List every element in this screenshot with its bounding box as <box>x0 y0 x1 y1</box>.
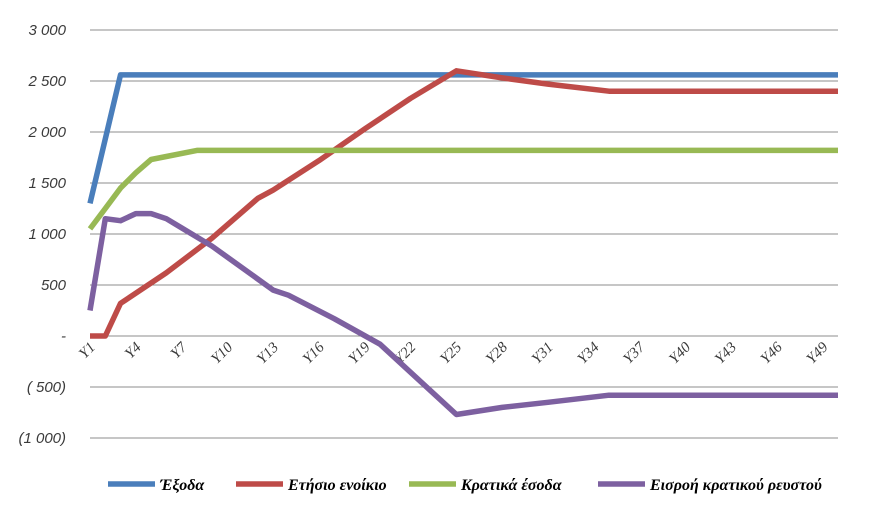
y-axis-tick-labels: 3 000 2 500 2 000 1 500 1 000 500 - ( 500) (1 00… <box>18 22 66 447</box>
legend-label-1: Ετήσιο ενοίκιο <box>287 477 387 494</box>
x-tick-label: Y43 <box>712 340 740 368</box>
x-tick-label: Y25 <box>437 339 465 367</box>
y-tick-label: - <box>61 328 66 345</box>
y-tick-label: 1 000 <box>28 226 66 243</box>
x-tick-label: Y7 <box>168 338 192 362</box>
series-line-3 <box>87 210 838 418</box>
y-tick-label: 2 000 <box>27 124 66 141</box>
x-tick-label: Y46 <box>758 339 786 367</box>
y-tick-label: 500 <box>41 277 67 294</box>
legend: Έξοδα Ετήσιο ενοίκιο Κρατικά έσοδα Εισροή κ… <box>108 477 822 494</box>
y-tick-label: (1 000) <box>18 430 66 447</box>
x-tick-label: Y37 <box>621 338 650 367</box>
y-tick-label: 2 500 <box>27 73 66 90</box>
x-tick-label: Y16 <box>300 339 328 367</box>
y-tick-label: 1 500 <box>28 175 66 192</box>
x-tick-label: Y49 <box>804 339 832 367</box>
x-tick-label: Y10 <box>208 339 236 367</box>
x-tick-label: Y31 <box>529 340 557 368</box>
x-tick-label: Y1 <box>76 340 99 363</box>
series-line-2 <box>87 147 838 231</box>
x-tick-label: Y4 <box>122 339 145 362</box>
x-tick-label: Y34 <box>575 339 603 367</box>
x-tick-label: Y28 <box>483 339 511 367</box>
x-tick-label: Y40 <box>666 339 694 367</box>
x-tick-label: Y19 <box>346 339 374 367</box>
legend-label-0: Έξοδα <box>159 477 205 494</box>
x-axis-tick-labels: Y1 Y4 Y7 Y10 Y13 Y16 Y19 Y22 Y25 Y28 Y31 Y34 Y37 Y40 Y… <box>76 338 832 367</box>
legend-label-3: Εισροή κρατικού ρευστού <box>649 477 822 494</box>
x-tick-label: Y22 <box>392 339 420 367</box>
series-line-1 <box>90 68 838 339</box>
y-tick-label: ( 500) <box>27 379 66 396</box>
series-lines <box>87 68 838 418</box>
series-line-0 <box>87 72 838 205</box>
x-tick-label: Y13 <box>254 340 282 368</box>
y-tick-label: 3 000 <box>28 22 66 39</box>
legend-label-2: Κρατικά έσοδα <box>460 477 563 494</box>
